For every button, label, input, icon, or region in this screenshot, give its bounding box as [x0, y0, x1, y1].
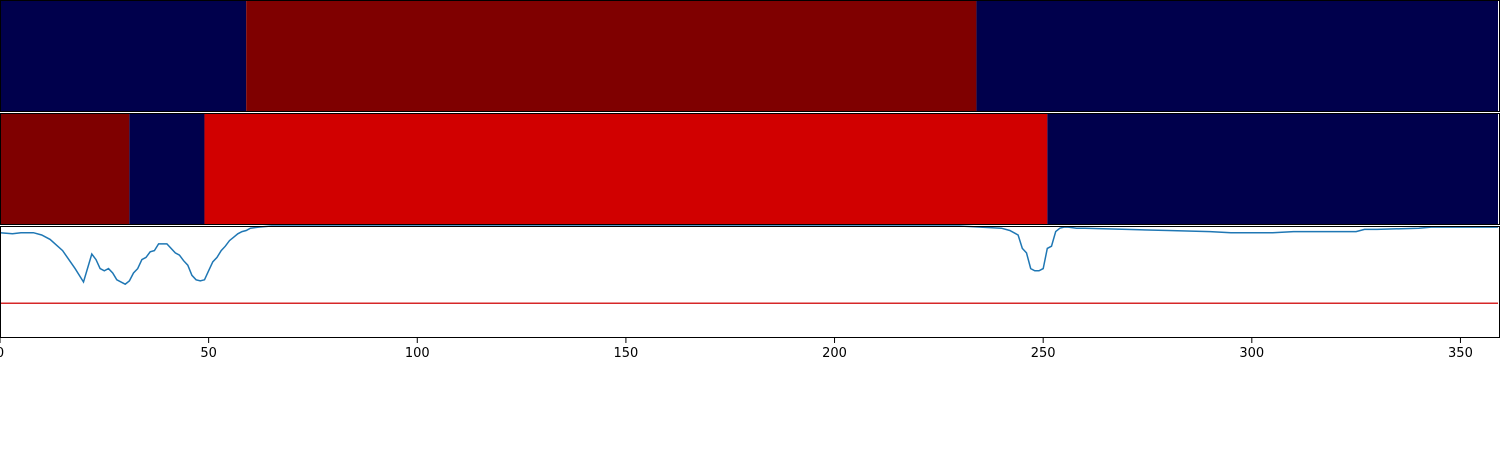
x-tick-label: 350 [1448, 346, 1473, 361]
heatmap-segment [0, 0, 247, 112]
x-tick-label: 50 [200, 346, 217, 361]
heatmap-segment [246, 0, 977, 112]
line-panel-background [0, 226, 1500, 338]
heatmap-segment [129, 113, 205, 225]
x-tick-label: 0 [0, 346, 4, 361]
x-tick-label: 250 [1031, 346, 1056, 361]
x-axis: 0 50 100 150 200 250 300 350 [0, 338, 1473, 361]
heatmap-segment [1047, 113, 1498, 225]
x-tick-label: 200 [822, 346, 847, 361]
series-line [0, 225, 1498, 286]
heatmap-segment [204, 113, 1048, 225]
line-panel [0, 225, 1500, 338]
heatmap-track-top [0, 0, 1498, 112]
heatmap-track-middle [0, 113, 1498, 225]
heatmap-segment [0, 113, 130, 225]
heatmap-segment [976, 0, 1498, 112]
x-tick-label: 150 [613, 346, 638, 361]
x-tick-label: 300 [1239, 346, 1264, 361]
x-tick-label: 100 [405, 346, 430, 361]
